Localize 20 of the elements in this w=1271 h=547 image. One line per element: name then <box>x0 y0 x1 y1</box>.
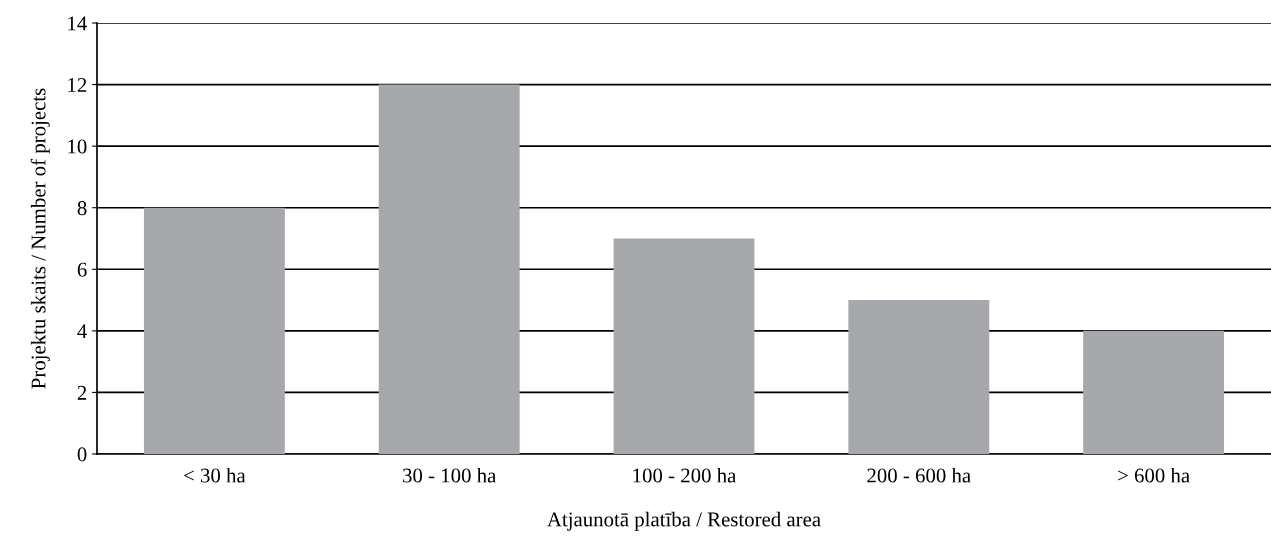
x-tick-label: 200 - 600 ha <box>867 467 971 483</box>
bar <box>143 207 285 454</box>
x-tick-label: 30 - 100 ha <box>403 467 497 483</box>
x-tick-label: > 600 ha <box>1118 467 1190 483</box>
y-tick-label: 6 <box>77 262 87 277</box>
bar <box>613 238 755 454</box>
x-axis-title: Atjaunotā platība / Restored area <box>547 511 821 531</box>
bar <box>1083 330 1225 454</box>
x-tick-label: < 30 ha <box>184 467 246 483</box>
y-tick-label: 8 <box>77 201 87 216</box>
y-tick-label: 12 <box>68 78 87 92</box>
bar <box>378 84 520 454</box>
y-axis-title: Projektu skaits / Number of projects <box>30 88 50 389</box>
y-tick-label: 14 <box>68 16 87 31</box>
y-tick-label: 0 <box>77 447 87 462</box>
bar <box>848 300 990 454</box>
y-tick-label: 2 <box>77 385 87 400</box>
y-tick-label: 4 <box>77 324 87 339</box>
x-tick-label: 100 - 200 ha <box>633 467 737 483</box>
y-tick-label: 10 <box>68 139 87 154</box>
